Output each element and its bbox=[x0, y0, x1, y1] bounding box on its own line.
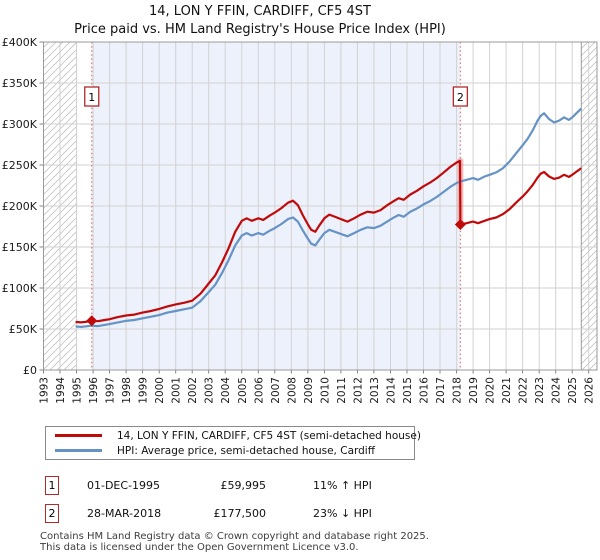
svg-text:2009: 2009 bbox=[303, 377, 315, 404]
footer-line-1: Contains HM Land Registry data © Crown c… bbox=[40, 531, 429, 542]
svg-text:1994: 1994 bbox=[55, 377, 67, 404]
svg-text:1999: 1999 bbox=[138, 377, 150, 404]
svg-text:1997: 1997 bbox=[105, 377, 117, 404]
property-price-line bbox=[75, 159, 582, 324]
svg-text:2005: 2005 bbox=[237, 377, 249, 404]
svg-text:2002: 2002 bbox=[187, 377, 199, 404]
svg-text:2022: 2022 bbox=[518, 377, 530, 404]
transaction-row-2: 2 28-MAR-2018 £177,500 23% ↓ HPI bbox=[45, 504, 445, 526]
transaction-2-date: 28-MAR-2018 bbox=[87, 507, 162, 520]
svg-text:2024: 2024 bbox=[551, 377, 563, 404]
blue-line-swatch-icon bbox=[55, 449, 102, 452]
svg-text:2023: 2023 bbox=[534, 377, 546, 404]
svg-text:£300K: £300K bbox=[2, 118, 38, 131]
svg-text:2017: 2017 bbox=[435, 377, 447, 404]
svg-text:2021: 2021 bbox=[501, 377, 513, 404]
legend-item-property: 14, LON Y FFIN, CARDIFF, CF5 4ST (semi-d… bbox=[46, 428, 421, 443]
legend-label-property: 14, LON Y FFIN, CARDIFF, CF5 4ST (semi-d… bbox=[117, 429, 421, 442]
footer-line-2: This data is licensed under the Open Gov… bbox=[40, 542, 359, 553]
legend-label-hpi: HPI: Average price, semi-detached house,… bbox=[117, 444, 375, 457]
transaction-1-number-badge: 1 bbox=[45, 476, 59, 495]
legend-item-hpi: HPI: Average price, semi-detached house,… bbox=[46, 443, 414, 458]
svg-text:2000: 2000 bbox=[154, 377, 166, 404]
hpi-line bbox=[75, 108, 582, 328]
svg-text:2011: 2011 bbox=[336, 377, 348, 404]
svg-text:1998: 1998 bbox=[121, 377, 133, 404]
svg-text:2012: 2012 bbox=[352, 377, 364, 404]
transaction-2-number-badge: 2 bbox=[45, 504, 59, 523]
svg-text:2008: 2008 bbox=[286, 377, 298, 404]
legend: 14, LON Y FFIN, CARDIFF, CF5 4ST (semi-d… bbox=[45, 426, 421, 460]
svg-text:£50K: £50K bbox=[9, 323, 38, 336]
svg-text:£350K: £350K bbox=[2, 77, 38, 90]
svg-text:2020: 2020 bbox=[485, 377, 497, 404]
transaction-1-date: 01-DEC-1995 bbox=[87, 479, 161, 492]
transaction-2-price: £177,500 bbox=[213, 507, 267, 520]
svg-text:2018: 2018 bbox=[452, 377, 464, 404]
svg-text:2026: 2026 bbox=[584, 377, 596, 404]
svg-text:2016: 2016 bbox=[419, 377, 431, 404]
svg-text:2019: 2019 bbox=[468, 377, 480, 404]
svg-text:2014: 2014 bbox=[385, 377, 397, 404]
svg-text:1995: 1995 bbox=[72, 377, 84, 404]
page-subtitle: Price paid vs. HM Land Registry's House … bbox=[74, 22, 446, 37]
sale-2-label-text: 2 bbox=[457, 91, 464, 104]
svg-text:1996: 1996 bbox=[88, 377, 100, 404]
svg-text:2006: 2006 bbox=[253, 377, 265, 404]
svg-text:1993: 1993 bbox=[39, 377, 51, 404]
transaction-1-price: £59,995 bbox=[220, 479, 267, 492]
transaction-2-hpi-delta: 23% ↓ HPI bbox=[313, 507, 372, 520]
y-axis-labels: £0 £50K £100K £150K £200K £250K £300K £350K £400… bbox=[2, 36, 38, 377]
sale-marker-2 bbox=[454, 218, 466, 230]
svg-text:2007: 2007 bbox=[270, 377, 282, 404]
axis-ticks bbox=[39, 41, 590, 374]
svg-text:2003: 2003 bbox=[204, 377, 216, 404]
svg-text:2001: 2001 bbox=[171, 377, 183, 404]
page-title: 14, LON Y FFIN, CARDIFF, CF5 4ST bbox=[148, 4, 371, 19]
sale-2-label-box bbox=[452, 86, 469, 107]
svg-text:£250K: £250K bbox=[2, 159, 38, 172]
sale-1-label-box bbox=[84, 86, 100, 107]
svg-text:2004: 2004 bbox=[220, 377, 232, 404]
svg-text:2010: 2010 bbox=[319, 377, 331, 404]
price-chart-plot: 1 2 £0 £50K £100K £150K £200K £250K £300K £350K £4… bbox=[2, 36, 598, 404]
svg-text:2025: 2025 bbox=[567, 377, 579, 404]
svg-text:£150K: £150K bbox=[2, 241, 38, 254]
red-line-swatch-icon bbox=[55, 434, 102, 437]
svg-text:£200K: £200K bbox=[2, 200, 38, 213]
svg-text:£0: £0 bbox=[23, 364, 37, 377]
attribution-footer: Contains HM Land Registry data © Crown c… bbox=[40, 531, 429, 553]
transaction-1-hpi-delta: 11% ↑ HPI bbox=[313, 479, 372, 492]
plot-frame bbox=[43, 41, 598, 371]
x-axis-labels: 1993 1994 1995 1996 1997 1998 1999 2000 2001 2002… bbox=[39, 377, 596, 404]
sale-1-label-text: 1 bbox=[88, 91, 95, 104]
transaction-row-1: 1 01-DEC-1995 £59,995 11% ↑ HPI bbox=[45, 476, 445, 498]
svg-text:2015: 2015 bbox=[402, 377, 414, 404]
svg-text:£400K: £400K bbox=[2, 36, 38, 49]
svg-text:£100K: £100K bbox=[2, 282, 38, 295]
sale-marker-1 bbox=[86, 315, 98, 327]
svg-text:2013: 2013 bbox=[369, 377, 381, 404]
